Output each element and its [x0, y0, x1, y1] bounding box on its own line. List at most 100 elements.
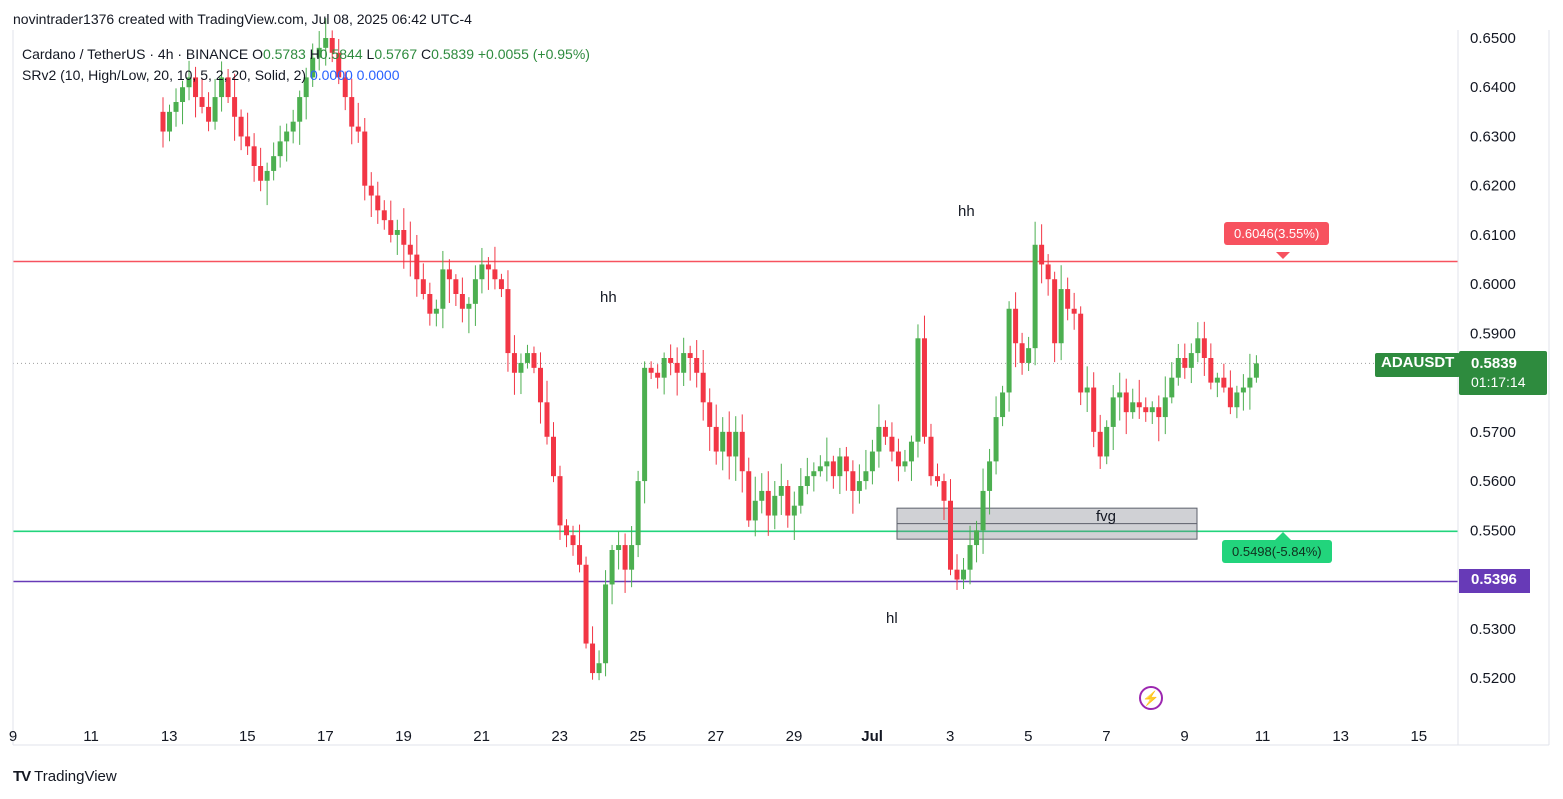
price-axis[interactable]: 0.6500 0.6400 0.6300 0.6200 0.6100 0.6000 0.59…	[12, 30, 1550, 745]
candle-body	[1162, 397, 1168, 418]
footer-branding[interactable]: TV TradingView	[13, 768, 117, 785]
candle-body	[414, 254, 420, 280]
candle-body	[1110, 397, 1116, 427]
legend-open-value: 0.5783	[262, 46, 306, 62]
candle-body	[271, 156, 277, 171]
candle-body	[284, 131, 290, 142]
candle-body	[1013, 308, 1019, 344]
candle-body	[232, 97, 238, 117]
time-tick-label: Jul	[861, 728, 883, 745]
candle-body	[492, 269, 498, 280]
candle-body	[511, 353, 517, 373]
support-badge[interactable]: 0.5498(-5.84%)	[1222, 540, 1332, 563]
candle-body	[785, 486, 791, 516]
price-tick-label: 0.6000	[1470, 276, 1516, 293]
candle-body	[895, 451, 901, 467]
candle-body	[505, 289, 511, 354]
candle-body	[1221, 377, 1227, 388]
candle-body	[1045, 264, 1051, 280]
lightning-icon[interactable]: ⚡	[1139, 686, 1163, 710]
candle-body	[466, 303, 472, 309]
candle-body	[1188, 353, 1194, 368]
candle-body	[869, 451, 875, 472]
price-tick-label: 0.6500	[1470, 30, 1516, 47]
candle-body	[876, 426, 882, 452]
candle-body	[811, 471, 817, 477]
legend-high-label: H	[309, 46, 320, 62]
candle-body	[674, 362, 680, 373]
fvg-zone[interactable]	[896, 507, 1198, 540]
legend-symbol[interactable]: Cardano / TetherUS · 4h · BINANCE	[22, 46, 249, 62]
candle-body	[433, 308, 439, 314]
candle-body	[1175, 358, 1181, 378]
candle-body	[681, 353, 687, 373]
candle-body	[264, 170, 270, 181]
candle-body	[160, 111, 166, 132]
candle-body	[407, 244, 413, 255]
candle-body	[1182, 358, 1188, 368]
time-axis[interactable]: 9 11 13 15 17 19 21 23 25 27 29 Jul 3 5 7 9 11 13 15	[9, 728, 1549, 746]
candle-body	[583, 564, 589, 644]
price-tick-label: 0.6100	[1470, 227, 1516, 244]
candle-body	[557, 476, 563, 526]
candle-body	[570, 535, 576, 546]
price-tick-label: 0.6300	[1470, 128, 1516, 145]
candle-body	[856, 481, 862, 491]
candle-body	[987, 461, 993, 491]
legend-high-value: 0.5844	[319, 46, 363, 62]
higher-low-label: hl	[886, 610, 898, 627]
horizontal-levels[interactable]	[13, 252, 1458, 583]
time-tick-label: 15	[239, 728, 256, 745]
higher-high-label-1: hh	[600, 289, 617, 306]
candle-body	[199, 97, 205, 107]
time-tick-label: 21	[473, 728, 490, 745]
candle-body	[277, 141, 283, 157]
candle-body	[564, 525, 570, 536]
time-tick-label: 29	[786, 728, 803, 745]
resistance-badge[interactable]: 0.6046(3.55%)	[1224, 222, 1330, 245]
candle-body	[817, 466, 823, 472]
indicator-name[interactable]: SRv2 (10, High/Low, 20, 10, 5, 2, 20, So…	[22, 67, 307, 83]
time-tick-label: 13	[161, 728, 178, 745]
price-tick-label: 0.6400	[1470, 79, 1516, 96]
candle-body	[928, 436, 934, 477]
candle-body	[622, 545, 628, 570]
candle-body	[1019, 343, 1025, 363]
candle-body	[948, 500, 954, 570]
candle-body	[759, 490, 765, 501]
candle-body	[720, 431, 726, 452]
time-tick-label: 9	[1180, 728, 1188, 745]
candle-body	[765, 490, 771, 516]
time-tick-label: 25	[629, 728, 646, 745]
price-tick-label: 0.5700	[1470, 424, 1516, 441]
candle-body	[401, 230, 407, 245]
time-tick-label: 13	[1332, 728, 1349, 745]
time-tick-label: 27	[708, 728, 725, 745]
candle-body	[388, 220, 394, 235]
time-tick-label: 17	[317, 728, 334, 745]
candle-body	[609, 550, 615, 585]
candle-body	[316, 47, 322, 58]
candle-body	[1026, 348, 1032, 363]
bar-countdown: 01:17:14	[1471, 374, 1526, 390]
candle-body	[310, 57, 316, 78]
candle-body	[394, 230, 400, 235]
candle-body	[655, 372, 661, 378]
candle-body	[1065, 289, 1071, 309]
candle-body	[329, 38, 335, 53]
candle-body	[733, 431, 739, 457]
candle-body	[961, 569, 967, 580]
candle-body	[238, 116, 244, 137]
candle-body	[863, 471, 869, 482]
candle-body	[590, 643, 596, 674]
candle-body	[173, 102, 179, 112]
candle-body	[446, 269, 452, 280]
candle-body	[713, 426, 719, 452]
candle-body	[297, 97, 303, 122]
candle-body	[687, 353, 693, 358]
candle-body	[791, 505, 797, 516]
candle-body	[1071, 308, 1077, 314]
fvg-label: fvg	[1096, 508, 1117, 525]
candle-body	[485, 264, 491, 270]
